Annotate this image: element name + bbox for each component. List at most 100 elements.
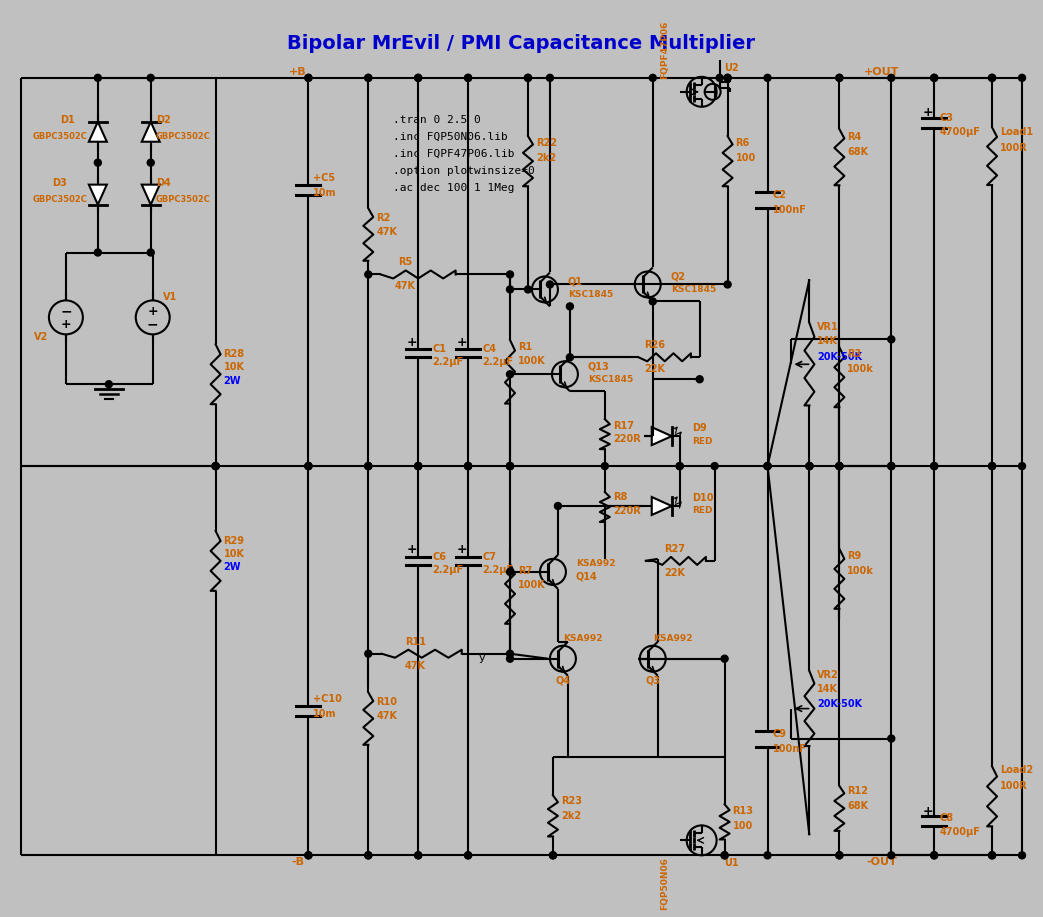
Text: C3: C3 [939, 113, 953, 123]
Circle shape [464, 462, 471, 470]
Text: 100k: 100k [847, 364, 874, 374]
Circle shape [1019, 462, 1025, 470]
Text: +: + [147, 304, 159, 318]
Text: 14K: 14K [818, 684, 839, 693]
Circle shape [547, 74, 554, 82]
Circle shape [989, 462, 996, 470]
Text: 220R: 220R [613, 434, 640, 444]
Text: V2: V2 [33, 332, 48, 342]
Circle shape [305, 852, 312, 859]
Text: U1: U1 [725, 858, 739, 868]
Text: .ac dec 100 1 1Meg: .ac dec 100 1 1Meg [393, 182, 515, 193]
Text: KSA992: KSA992 [576, 559, 615, 569]
Text: VR2: VR2 [818, 669, 840, 679]
Circle shape [365, 852, 371, 859]
Text: KSC1845: KSC1845 [671, 285, 715, 294]
Circle shape [930, 852, 938, 859]
Text: GBPC3502C: GBPC3502C [155, 132, 211, 141]
Text: GBPC3502C: GBPC3502C [155, 195, 211, 204]
Text: FQPF47P06: FQPF47P06 [660, 21, 670, 79]
Polygon shape [89, 122, 106, 142]
Circle shape [696, 376, 703, 382]
Text: GBPC3502C: GBPC3502C [32, 132, 88, 141]
Circle shape [717, 74, 723, 82]
Polygon shape [652, 497, 672, 515]
Circle shape [415, 462, 421, 470]
Text: 100K: 100K [518, 357, 545, 366]
Circle shape [94, 160, 101, 166]
Text: FQP50N06: FQP50N06 [660, 856, 670, 910]
Text: C1: C1 [432, 344, 446, 354]
Circle shape [365, 74, 371, 82]
Circle shape [711, 462, 719, 470]
Text: C8: C8 [939, 813, 953, 823]
Text: +OUT: +OUT [864, 67, 899, 77]
Circle shape [989, 74, 996, 82]
Circle shape [888, 336, 895, 343]
Circle shape [721, 852, 728, 859]
Text: .inc FQP50N06.lib: .inc FQP50N06.lib [393, 132, 508, 142]
Circle shape [602, 462, 608, 470]
Text: +: + [60, 318, 71, 331]
Text: 2W: 2W [223, 562, 241, 572]
Text: R2: R2 [377, 213, 390, 223]
Polygon shape [652, 427, 672, 445]
Circle shape [464, 852, 471, 859]
Circle shape [415, 852, 421, 859]
Circle shape [765, 462, 771, 470]
Text: R4: R4 [847, 132, 862, 142]
Text: 100K: 100K [518, 580, 545, 590]
Text: R5: R5 [398, 258, 412, 268]
Circle shape [305, 462, 312, 470]
Text: 10K: 10K [223, 549, 245, 559]
Circle shape [507, 462, 513, 470]
Circle shape [365, 462, 371, 470]
Circle shape [464, 462, 471, 470]
Text: 2.2μF: 2.2μF [482, 358, 513, 368]
Text: +: + [923, 106, 933, 119]
Circle shape [365, 852, 371, 859]
Text: R12: R12 [847, 787, 869, 797]
Circle shape [724, 281, 731, 288]
Polygon shape [142, 184, 160, 204]
Polygon shape [142, 122, 160, 142]
Circle shape [555, 503, 561, 510]
Circle shape [212, 462, 219, 470]
Text: Q4: Q4 [556, 676, 571, 686]
Circle shape [721, 656, 728, 662]
Text: KSA992: KSA992 [653, 635, 693, 643]
Circle shape [806, 462, 812, 470]
Circle shape [888, 735, 895, 742]
Text: 47K: 47K [405, 660, 426, 670]
Text: 100: 100 [735, 153, 756, 162]
Text: GBPC3502C: GBPC3502C [32, 195, 88, 204]
Circle shape [507, 370, 513, 378]
Circle shape [305, 74, 312, 82]
Text: D3: D3 [52, 178, 68, 188]
Circle shape [305, 462, 312, 470]
Circle shape [365, 462, 371, 470]
Text: 100R: 100R [1000, 781, 1027, 791]
Circle shape [415, 74, 421, 82]
Text: Q3: Q3 [646, 676, 660, 686]
Circle shape [305, 852, 312, 859]
Circle shape [806, 462, 812, 470]
Text: R1: R1 [518, 342, 532, 352]
Circle shape [724, 74, 731, 82]
Text: 2W: 2W [223, 376, 241, 386]
Text: R3: R3 [847, 349, 862, 359]
Circle shape [464, 852, 471, 859]
Circle shape [525, 74, 532, 82]
Circle shape [507, 656, 513, 662]
Text: 2k2: 2k2 [536, 153, 556, 162]
Circle shape [806, 462, 812, 470]
Circle shape [765, 462, 771, 470]
Text: +C10: +C10 [313, 693, 342, 703]
Circle shape [415, 462, 421, 470]
Circle shape [147, 160, 154, 166]
Text: 22K: 22K [645, 364, 665, 374]
Circle shape [464, 74, 471, 82]
Text: 47K: 47K [377, 226, 397, 237]
Text: +: + [457, 336, 467, 348]
Text: VR1: VR1 [818, 323, 840, 332]
